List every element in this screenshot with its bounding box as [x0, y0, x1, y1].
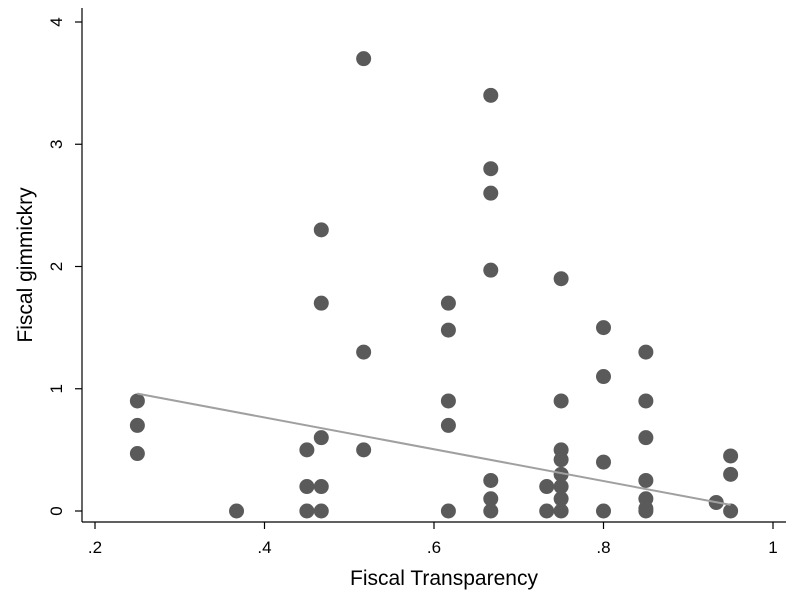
x-tick-label: .2	[88, 538, 102, 557]
data-point	[553, 491, 569, 507]
x-tick-label: .4	[257, 538, 271, 557]
data-point	[638, 344, 654, 360]
y-tick-label: 2	[47, 262, 66, 271]
x-axis-title: Fiscal Transparency	[350, 567, 538, 590]
data-point	[129, 446, 145, 462]
y-tick-label: 1	[47, 384, 66, 393]
data-point	[313, 503, 329, 519]
data-point	[723, 466, 739, 482]
x-tick-label: .6	[427, 538, 441, 557]
data-point	[440, 322, 456, 338]
data-point	[299, 503, 315, 519]
data-point	[313, 430, 329, 446]
data-point	[299, 442, 315, 458]
axes	[81, 8, 786, 523]
y-tick-label: 4	[47, 17, 66, 26]
data-point	[723, 448, 739, 464]
data-point	[638, 503, 654, 519]
data-point	[129, 393, 145, 409]
data-point	[553, 503, 569, 519]
data-point	[313, 479, 329, 495]
data-point	[356, 442, 372, 458]
data-point	[723, 503, 739, 519]
y-ticks: 0 1 2 3 4	[47, 17, 82, 516]
y-tick-label: 3	[47, 140, 66, 149]
x-tick-label: 1	[768, 538, 777, 557]
data-point	[553, 479, 569, 495]
x-tick-label: .8	[596, 538, 610, 557]
data-point	[638, 393, 654, 409]
data-point	[440, 295, 456, 311]
data-point	[638, 472, 654, 488]
data-point	[638, 430, 654, 446]
data-point	[483, 185, 499, 201]
data-point	[299, 479, 315, 495]
data-point	[539, 479, 555, 495]
data-point	[129, 417, 145, 433]
data-point	[596, 369, 611, 385]
data-point	[356, 51, 372, 67]
data-point	[483, 262, 499, 278]
data-point	[483, 472, 499, 488]
data-point	[483, 87, 499, 103]
x-ticks: .2 .4 .6 .8 1	[88, 522, 778, 557]
data-point	[229, 503, 245, 519]
data-point	[440, 393, 456, 409]
y-axis-title: Fiscal gimmickry	[14, 187, 37, 343]
data-point	[553, 452, 569, 468]
data-point	[483, 161, 499, 177]
y-tick-label: 0	[47, 506, 66, 515]
plot-area	[129, 51, 739, 519]
data-point	[313, 222, 329, 238]
data-point	[596, 320, 611, 336]
data-point	[440, 503, 456, 519]
data-point	[553, 393, 569, 409]
data-point	[483, 491, 499, 507]
data-point	[313, 295, 329, 311]
data-point	[483, 503, 499, 519]
data-point	[596, 454, 611, 470]
data-point	[440, 417, 456, 433]
data-point	[596, 503, 611, 519]
data-point	[553, 271, 569, 287]
data-point	[539, 503, 555, 519]
data-point	[553, 466, 569, 482]
fit-line	[137, 392, 731, 506]
data-point	[356, 344, 372, 360]
